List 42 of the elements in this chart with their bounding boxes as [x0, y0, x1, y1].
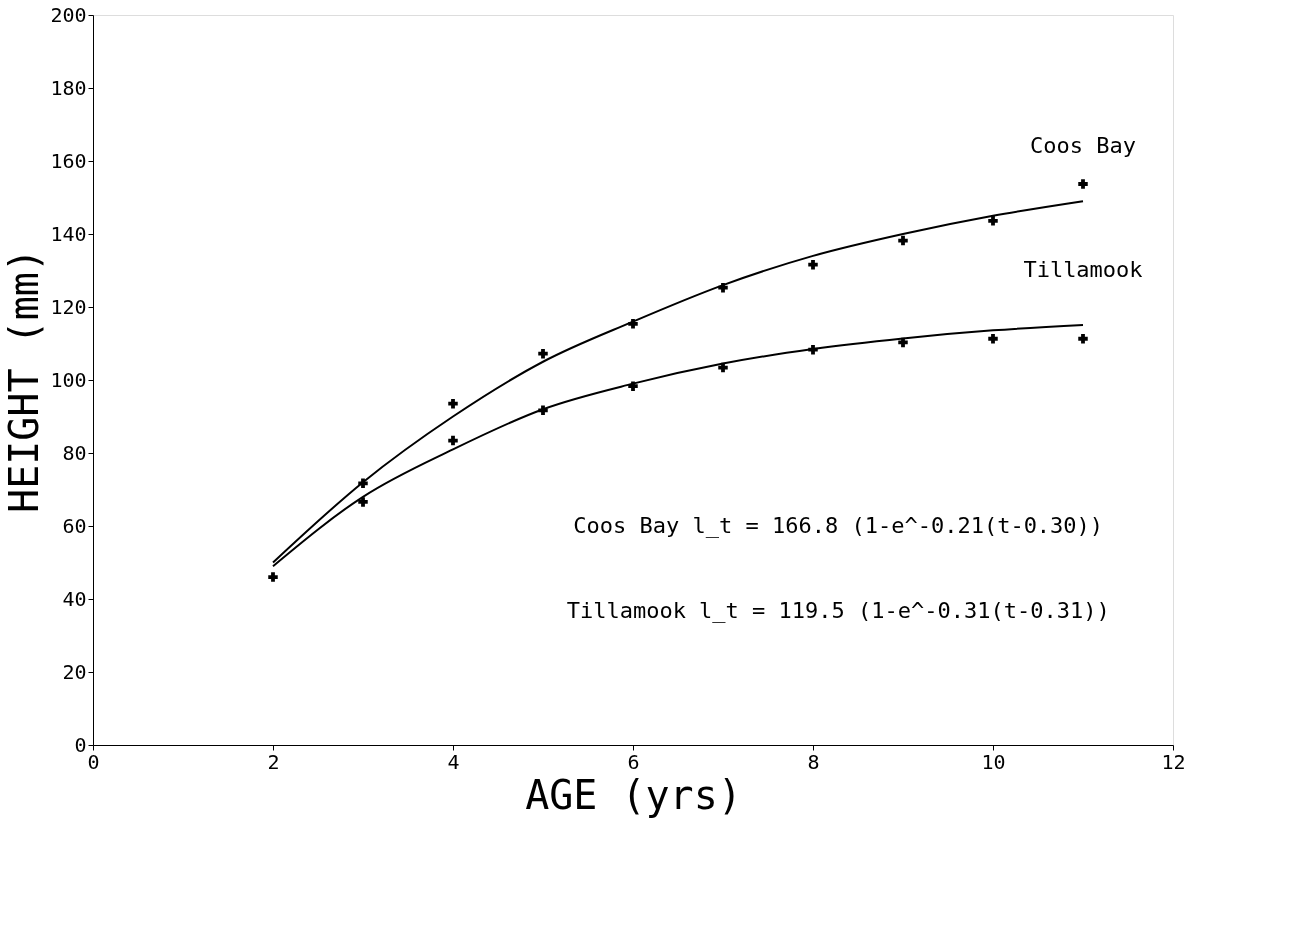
x-tick-label: 2 — [267, 749, 280, 774]
y-tick-label: 100 — [50, 367, 87, 392]
point — [808, 344, 818, 355]
y-axis-title: HEIGHT (mm) — [1, 248, 48, 513]
point — [628, 319, 638, 329]
point — [718, 282, 728, 293]
point — [268, 572, 278, 582]
y-tick-label: 200 — [50, 2, 87, 27]
point — [988, 216, 998, 226]
point — [448, 435, 458, 446]
point — [898, 235, 908, 246]
point — [718, 362, 728, 373]
x-axis-title: AGE (yrs) — [525, 771, 742, 818]
annotation: Tillamook l_t = 119.5 (1-e^-0.31(t-0.31)) — [566, 598, 1110, 623]
annotation: Coos Bay l_t = 166.8 (1-e^-0.21(t-0.30)) — [573, 513, 1104, 538]
x-tick-label: 4 — [447, 749, 460, 774]
x-tick-label: 10 — [981, 749, 1006, 774]
text: Tillamook — [1023, 256, 1143, 282]
point — [358, 478, 368, 489]
point — [808, 259, 818, 270]
y-tick-label: 160 — [50, 148, 87, 173]
point — [988, 334, 998, 344]
point — [1078, 179, 1088, 189]
point — [538, 348, 548, 359]
point — [358, 497, 368, 507]
x-tick-label: 8 — [807, 749, 820, 774]
text: Coos Bay — [1030, 133, 1136, 159]
y-tick-label: 20 — [62, 659, 87, 684]
y-tick-label: 140 — [50, 221, 87, 246]
y-tick-label: 80 — [62, 440, 87, 465]
y-tick-label: 180 — [50, 75, 87, 100]
point — [628, 381, 638, 391]
x-tick-label: 6 — [627, 749, 640, 774]
x-tick-label: 12 — [1161, 749, 1186, 774]
point — [448, 398, 458, 409]
y-tick-label: 40 — [62, 586, 87, 611]
y-tick-label: 120 — [50, 294, 87, 319]
point — [1078, 334, 1088, 344]
y-tick-label: 0 — [74, 732, 87, 757]
y-tick-label: 60 — [62, 513, 87, 538]
point — [538, 405, 548, 416]
point — [898, 337, 908, 348]
